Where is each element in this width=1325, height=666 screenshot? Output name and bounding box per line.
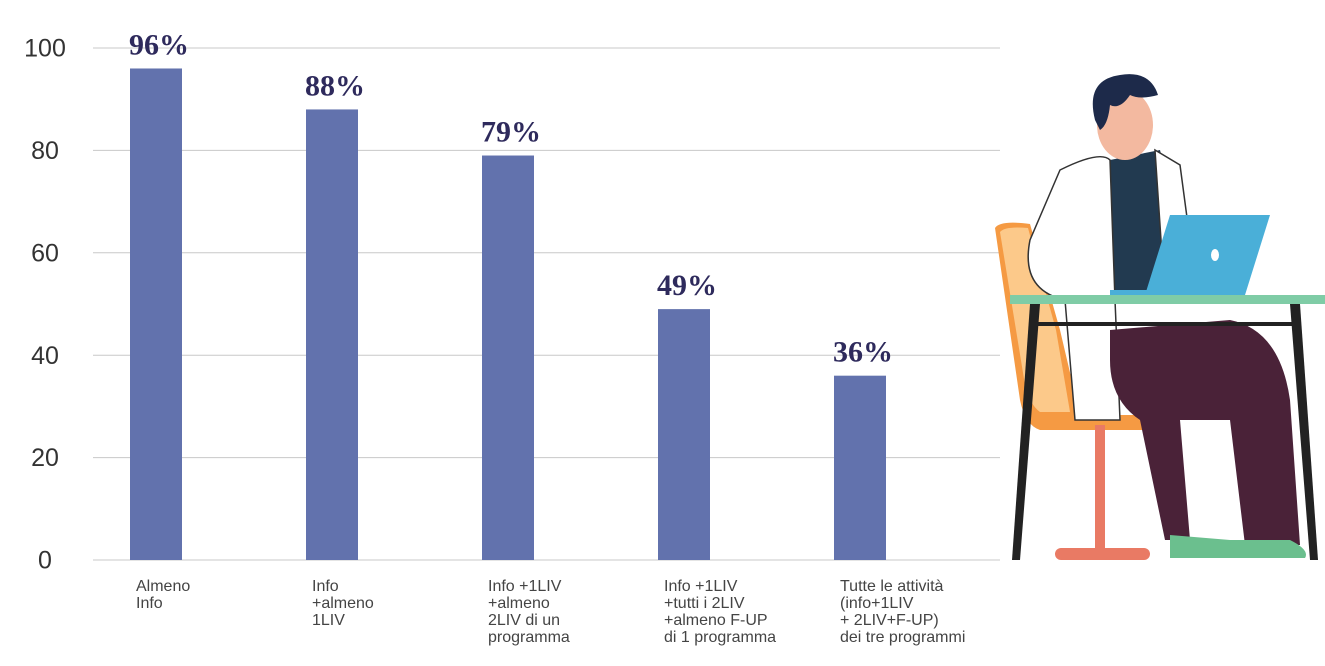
value-label: 49%: [657, 269, 717, 302]
x-tick-label: Info +almeno 1LIV: [312, 578, 374, 629]
illustration: [995, 74, 1325, 560]
bar: [130, 68, 182, 560]
y-tick-label: 80: [31, 137, 59, 165]
x-tick-label: Info +1LIV +tutti i 2LIV +almeno F-UP di…: [664, 578, 777, 646]
x-tick-label: Tutte le attività (info+1LIV + 2LIV+F-UP…: [840, 578, 966, 646]
value-label: 79%: [481, 116, 541, 149]
value-label: 36%: [833, 336, 893, 369]
bar: [658, 309, 710, 560]
value-label: 96%: [129, 28, 189, 61]
bar: [306, 109, 358, 560]
y-tick-label: 40: [31, 342, 59, 370]
x-tick-label: Almeno Info: [136, 578, 191, 612]
y-tick-label: 0: [38, 547, 52, 575]
x-tick-label: Info +1LIV +almeno 2LIV di un programma: [488, 578, 570, 646]
bar: [834, 375, 886, 560]
y-tick-label: 60: [31, 239, 59, 267]
y-tick-label: 20: [31, 444, 59, 472]
y-tick-label: 100: [24, 35, 66, 63]
bar: [482, 155, 534, 560]
value-label: 88%: [305, 69, 365, 102]
